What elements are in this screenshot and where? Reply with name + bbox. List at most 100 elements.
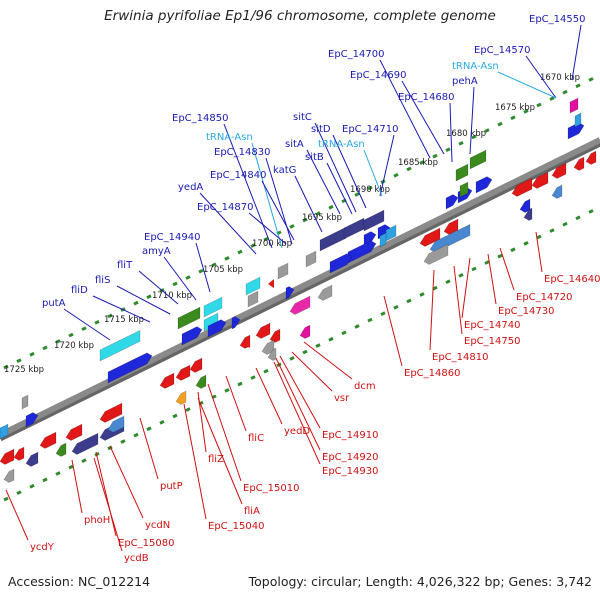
upper-label-leader [571, 24, 582, 81]
lower-label-leader [499, 247, 515, 291]
lower-gene-glyph [519, 198, 531, 213]
lower-tick-dot [380, 311, 386, 317]
upper-tick-dot [29, 351, 35, 357]
upper-label-leader [195, 242, 211, 293]
lower-gene-label: putP [160, 481, 183, 492]
lower-gene-glyph [244, 339, 250, 348]
upper-gene-glyph [207, 319, 227, 338]
lower-gene-glyph [65, 423, 83, 441]
lower-tick-dot [81, 458, 87, 464]
lower-tick-dot [458, 272, 464, 278]
lower-label-leader [183, 403, 207, 520]
lower-gene-glyph [531, 171, 549, 189]
lower-gene-glyph [3, 468, 15, 483]
lower-gene-glyph [195, 374, 207, 389]
lower-gene-glyph [523, 207, 533, 221]
lower-gene-label: vsr [334, 393, 350, 404]
kbp-label: 1680 kbp [446, 129, 486, 139]
lower-tick-dot [393, 304, 399, 310]
upper-gene-glyph [343, 217, 365, 240]
upper-tick-dot [3, 364, 9, 370]
upper-tick-dot [94, 319, 100, 325]
lower-tick-dot [237, 381, 243, 387]
upper-gene-label: EpC_14550 [529, 14, 585, 25]
lower-tick-dot [29, 483, 35, 489]
upper-tick-dot [471, 134, 477, 140]
upper-gene-label: fliT [117, 260, 133, 271]
upper-gene-glyph [177, 306, 201, 330]
kbp-label: 1710 kbp [152, 291, 192, 301]
lower-label-leader [95, 451, 117, 537]
lower-label-leader [429, 269, 435, 351]
kbp-label: 1725 kbp [4, 365, 44, 375]
lower-tick-dot [159, 420, 165, 425]
lower-tick-dot [3, 496, 9, 502]
upper-tick-dot [133, 300, 139, 306]
upper-label-leader [265, 157, 293, 245]
lower-label-leader [535, 231, 543, 273]
lower-gene-glyph [255, 322, 271, 339]
upper-tick-dot [146, 294, 152, 300]
lower-label-leader [5, 489, 29, 541]
accession-text: Accession: NC_012214 [8, 574, 151, 589]
lower-gene-glyph [39, 431, 57, 449]
upper-gene-glyph [245, 276, 261, 296]
lower-tick-dot [510, 247, 516, 253]
upper-gene-label: sitC [293, 112, 312, 123]
lower-gene-glyph [443, 218, 459, 235]
lower-gene-glyph [99, 402, 123, 423]
upper-tick-dot [588, 77, 594, 82]
upper-tick-dot [237, 249, 243, 255]
lower-gene-glyph [189, 357, 203, 373]
upper-gene-glyph [569, 97, 579, 114]
upper-tick-dot [172, 281, 178, 287]
lower-label-leader [139, 417, 159, 480]
upper-tick-dot [42, 345, 48, 351]
upper-label-leader [497, 71, 557, 99]
lower-tick-dot [588, 209, 594, 214]
lower-tick-dot [471, 266, 477, 272]
map-title: Erwinia pyrifoliae Ep1/96 chromosome, co… [104, 8, 496, 24]
upper-tick-dot [107, 313, 113, 319]
lower-tick-dot [497, 253, 503, 259]
lower-gene-glyph [299, 324, 311, 339]
upper-tick-dot [81, 326, 87, 332]
lower-tick-dot [55, 471, 61, 476]
upper-label-leader [326, 162, 353, 215]
upper-gene-label: EpC_14850 [172, 113, 228, 124]
lower-tick-dot [120, 439, 126, 444]
lower-tick-dot [523, 241, 529, 246]
upper-tick-dot [497, 121, 503, 127]
lower-gene-glyph [0, 448, 15, 465]
upper-label-leader [63, 308, 111, 341]
lower-gene-label: ycdB [124, 553, 149, 564]
upper-tick-dot [354, 192, 360, 197]
upper-label-leader [469, 86, 475, 155]
upper-tick-dot [484, 128, 490, 133]
upper-tick-dot [224, 256, 230, 261]
upper-tick-dot [55, 339, 61, 344]
lower-tick-dot [549, 228, 555, 233]
lower-tick-dot [315, 343, 321, 348]
lower-gene-label: ycdY [30, 542, 55, 553]
lower-tick-dot [341, 330, 347, 336]
lower-gene-glyph [573, 156, 585, 171]
lower-label-leader [93, 457, 123, 552]
upper-label-leader [525, 55, 557, 99]
upper-gene-label: fliD [71, 285, 88, 296]
lower-gene-label: ycdN [145, 520, 170, 531]
lower-gene-label: EpC_14930 [322, 466, 378, 477]
upper-gene-glyph [247, 290, 259, 308]
lower-tick-dot [289, 356, 295, 361]
upper-gene-glyph [21, 394, 29, 410]
kbp-label: 1705 kbp [203, 265, 243, 275]
kbp-label: 1695 kbp [302, 213, 342, 223]
lower-gene-glyph [55, 442, 67, 457]
upper-gene-label: EpC_14710 [342, 124, 398, 135]
upper-gene-glyph [363, 209, 385, 232]
lower-gene-glyph [175, 364, 191, 381]
lower-gene-label: EpC_14920 [322, 452, 378, 463]
lower-tick-dot [133, 432, 139, 438]
kbp-label: 1720 kbp [54, 341, 94, 351]
